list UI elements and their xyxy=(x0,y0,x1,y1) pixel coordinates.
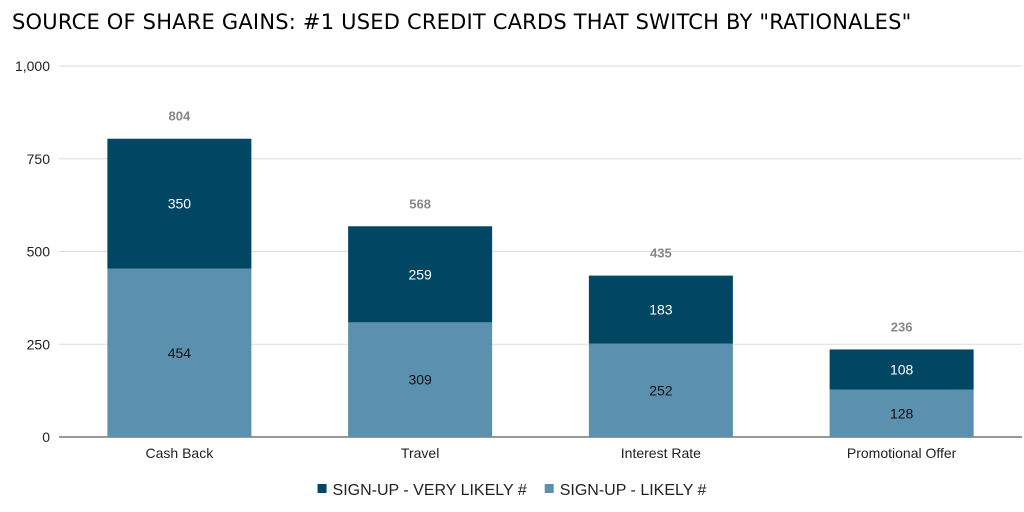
total-label: 236 xyxy=(891,319,913,334)
chart-title: SOURCE OF SHARE GAINS: #1 USED CREDIT CA… xyxy=(12,10,912,34)
y-tick-label: 1,000 xyxy=(15,58,50,74)
y-axis: 0 250 500 750 1,000 xyxy=(15,58,50,445)
legend-swatch xyxy=(317,484,327,493)
x-axis: Cash Back Travel Interest Rate Promotional … xyxy=(146,445,957,461)
y-tick-label: 250 xyxy=(27,336,51,352)
data-label: 350 xyxy=(168,196,192,212)
total-label: 804 xyxy=(169,109,191,124)
bar-segment xyxy=(348,322,493,437)
total-label: 568 xyxy=(409,196,431,211)
data-label: 183 xyxy=(649,302,673,318)
x-tick-label: Interest Rate xyxy=(621,445,701,461)
data-label: 108 xyxy=(890,361,914,377)
legend: SIGN-UP - VERY LIKELY # SIGN-UP - LIKELY … xyxy=(317,482,707,499)
x-tick-label: Travel xyxy=(401,445,439,461)
y-tick-label: 500 xyxy=(27,244,51,260)
bar-segment xyxy=(829,389,974,437)
y-tick-label: 750 xyxy=(27,151,51,167)
data-label: 309 xyxy=(408,372,432,388)
x-tick-label: Promotional Offer xyxy=(847,445,957,461)
legend-swatch xyxy=(544,484,554,493)
bar-segment xyxy=(348,226,493,323)
data-label: 259 xyxy=(408,266,432,282)
total-label: 435 xyxy=(650,246,672,261)
bar-segment xyxy=(107,268,252,437)
data-label: 128 xyxy=(890,405,914,421)
bar-segment xyxy=(588,275,733,344)
bar-segment xyxy=(829,349,974,390)
x-tick-label: Cash Back xyxy=(146,445,215,461)
legend-label: SIGN-UP - LIKELY # xyxy=(560,482,707,499)
y-tick-label: 0 xyxy=(42,429,50,445)
data-label: 252 xyxy=(649,382,673,398)
bar-segment xyxy=(588,343,733,437)
legend-label: SIGN-UP - VERY LIKELY # xyxy=(333,482,527,499)
bar-segment xyxy=(107,138,252,269)
bars: 454 350 804 309 259 568 252 183 435 128 108 236 xyxy=(107,109,974,437)
data-label: 454 xyxy=(168,345,192,361)
